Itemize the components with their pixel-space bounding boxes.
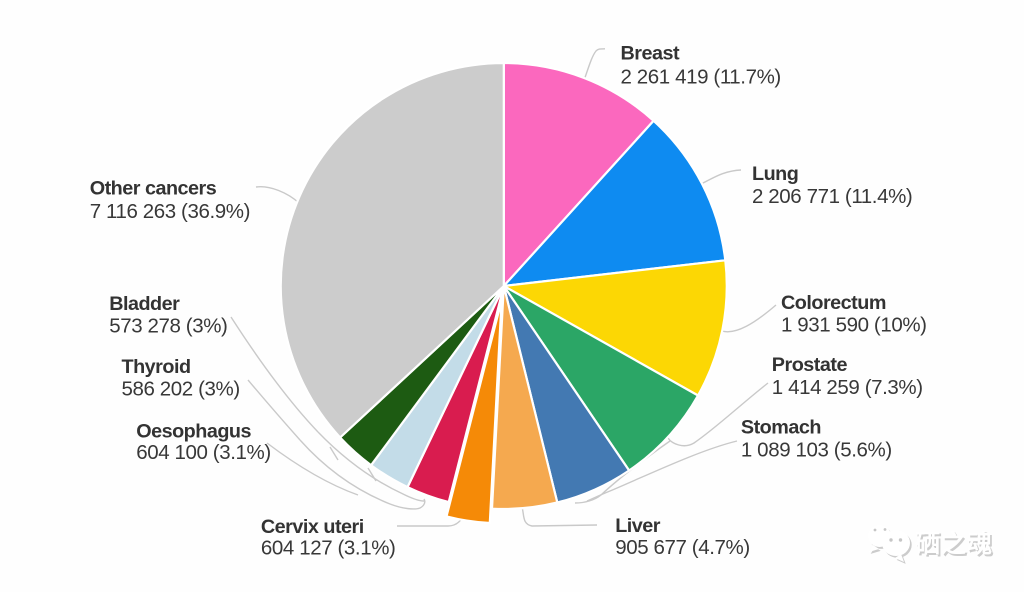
- svg-text:573 278 (3%): 573 278 (3%): [109, 315, 227, 338]
- svg-text:905 677 (4.7%): 905 677 (4.7%): [615, 536, 750, 559]
- svg-text:586 202 (3%): 586 202 (3%): [122, 377, 240, 400]
- svg-text:604 127 (3.1%): 604 127 (3.1%): [261, 537, 396, 560]
- svg-text:Bladder: Bladder: [109, 293, 180, 315]
- svg-text:Oesophagus: Oesophagus: [136, 420, 251, 442]
- svg-text:Other cancers: Other cancers: [90, 178, 217, 200]
- svg-text:Lung: Lung: [752, 163, 798, 185]
- svg-text:Thyroid: Thyroid: [122, 356, 191, 378]
- svg-text:Liver: Liver: [615, 515, 661, 537]
- svg-text:Breast: Breast: [621, 43, 680, 65]
- svg-text:Prostate: Prostate: [772, 354, 848, 376]
- svg-text:1 931 590 (10%): 1 931 590 (10%): [781, 314, 927, 337]
- svg-text:1 414 259 (7.3%): 1 414 259 (7.3%): [772, 376, 923, 399]
- svg-text:Cervix uteri: Cervix uteri: [261, 516, 364, 538]
- svg-text:2 261 419 (11.7%): 2 261 419 (11.7%): [621, 65, 781, 88]
- svg-text:1 089 103 (5.6%): 1 089 103 (5.6%): [741, 439, 892, 462]
- svg-text:Colorectum: Colorectum: [781, 292, 886, 314]
- svg-text:604 100 (3.1%): 604 100 (3.1%): [136, 441, 271, 464]
- svg-text:Stomach: Stomach: [741, 417, 821, 439]
- svg-text:7 116 263 (36.9%): 7 116 263 (36.9%): [90, 200, 250, 223]
- svg-text:硒之魂: 硒之魂: [915, 529, 993, 558]
- svg-text:2 206 771 (11.4%): 2 206 771 (11.4%): [752, 185, 912, 208]
- svg-text:硒之魂: 硒之魂: [917, 531, 995, 560]
